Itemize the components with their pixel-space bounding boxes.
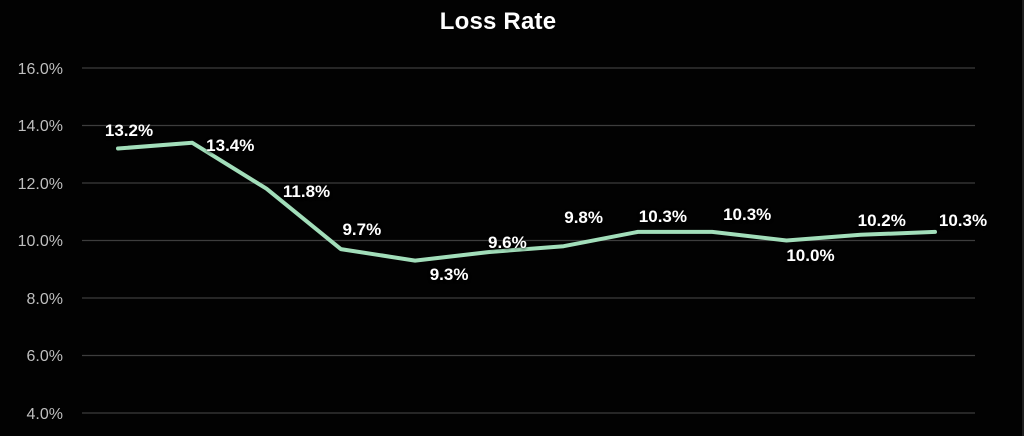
data-point-label: 11.8% [282,181,331,201]
chart-title: Loss Rate [439,8,557,35]
y-axis-tick-label: 4.0% [26,405,63,423]
data-point-label: 13.2% [104,120,154,140]
y-axis-tick-label: 6.0% [26,348,63,365]
data-point-label: 9.7% [342,220,382,240]
data-point-label: 13.4% [206,135,255,155]
loss-rate-series-line [116,140,937,263]
y-axis-tick-label: 12.0% [17,175,63,193]
data-point-label: 9.8% [564,208,603,228]
y-axis-tick-label: 8.0% [26,290,63,308]
data-point-label: 10.0% [786,245,835,265]
data-point-label: 10.3% [723,204,772,224]
y-axis-tick-label: 16.0% [17,60,63,78]
data-point-label: 10.2% [857,210,906,230]
data-point-label: 10.3% [638,206,688,226]
data-point-label: 9.3% [429,264,469,284]
screen-edge-artifact [1022,0,1024,436]
y-axis-tick-label: 10.0% [17,233,63,250]
data-point-label: 9.6% [487,233,527,252]
data-point-label: 10.3% [938,210,988,230]
y-axis-tick-label: 14.0% [17,118,63,135]
